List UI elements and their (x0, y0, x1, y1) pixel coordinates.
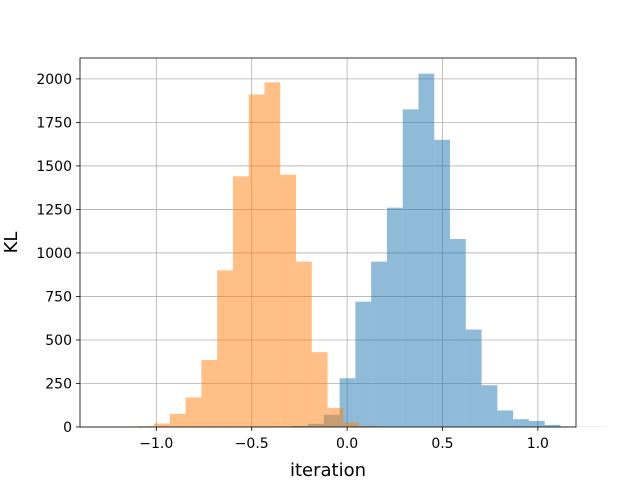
x-tick-label: 1.0 (527, 436, 549, 452)
histogram-bar-series-2 (138, 426, 155, 427)
histogram-bar-series-1 (544, 424, 561, 427)
plot-frame (79, 57, 577, 428)
histogram-bar-series-2 (280, 174, 297, 427)
histogram-bar-series-2 (232, 176, 249, 427)
histogram-bar-series-1 (418, 73, 435, 427)
histogram-bar-series-1 (339, 378, 356, 427)
histogram-bar-series-2 (343, 422, 360, 427)
histogram-bar-series-2 (201, 359, 218, 427)
histogram-bar-series-2 (217, 270, 233, 427)
grid-layer (80, 58, 576, 428)
y-tick-label: 1750 (36, 115, 72, 131)
y-tick-label: 750 (45, 289, 72, 305)
y-tick-label: 1000 (36, 246, 72, 262)
y-tick-label: 2000 (36, 72, 72, 88)
histogram-bar-series-1 (528, 420, 545, 427)
x-tick-label: 0.5 (431, 436, 453, 452)
histogram-bar-series-1 (402, 109, 419, 428)
histogram-bar-series-2 (327, 407, 344, 427)
ticks-layer: −1.0 −0.5 0.0 0.5 1.0 0 250 500 750 1000 1250 1500 1… (36, 72, 549, 452)
histogram-bar-series-1 (371, 261, 387, 427)
histogram-bar-series-1 (355, 301, 372, 427)
histogram-bar-series-1 (497, 410, 514, 427)
histogram-bar-series-2 (185, 397, 202, 427)
y-axis-label: KL (1, 232, 22, 254)
histogram-bar-series-2 (311, 352, 328, 427)
y-tick-label: 1250 (36, 202, 72, 218)
y-tick-label: 1500 (36, 159, 72, 175)
histogram-bar-series-2 (264, 82, 281, 428)
x-tick-label: 0.0 (336, 436, 358, 452)
x-tick-label: −0.5 (235, 436, 269, 452)
y-tick-label: 500 (45, 333, 72, 349)
histogram-bar-series-2 (296, 261, 312, 427)
histogram-bar-series-1 (465, 329, 482, 427)
y-tick-label: 250 (45, 376, 72, 392)
histogram-bar-series-2 (154, 423, 170, 427)
histogram-bar-series-1 (513, 419, 529, 427)
histogram-bar-series-2 (248, 94, 265, 428)
bars-layer (106, 73, 608, 428)
y-tick-label: 0 (63, 420, 72, 436)
histogram-bar-series-1 (481, 385, 498, 427)
histogram-bar-series-1 (386, 207, 403, 427)
x-tick-label: −1.0 (139, 436, 173, 452)
histogram-bar-series-2 (169, 413, 186, 427)
histogram-bar-series-1 (450, 239, 466, 427)
histogram-bar-series-1 (434, 139, 451, 427)
x-axis-label: iteration (290, 460, 366, 480)
histogram-bar-series-2 (359, 426, 375, 427)
